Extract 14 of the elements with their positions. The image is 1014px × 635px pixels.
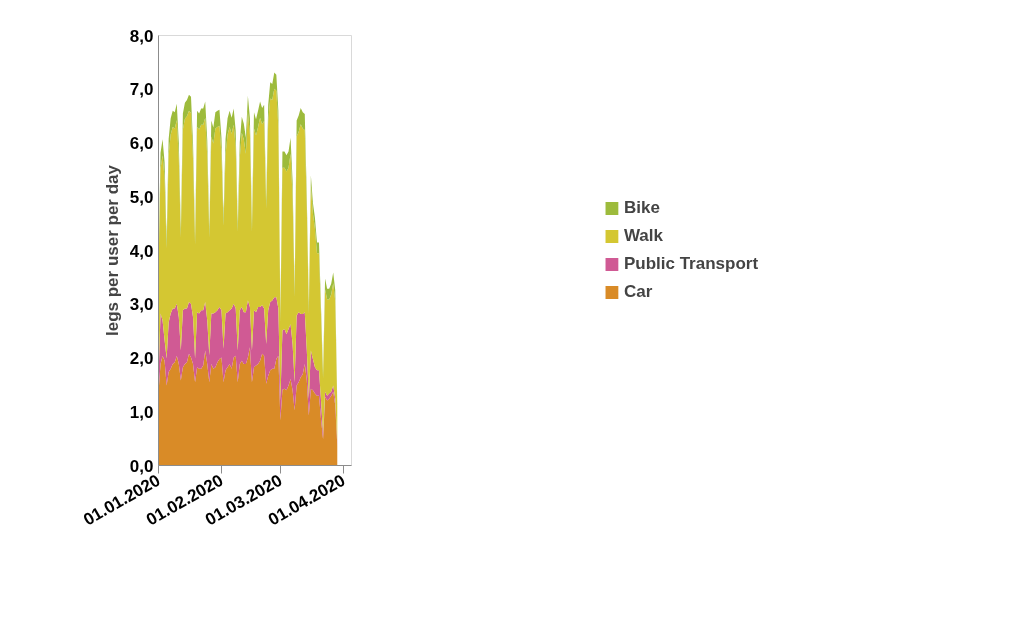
y-tick-label: 2,0	[129, 349, 154, 368]
y-tick-label: 0,0	[129, 456, 154, 476]
y-tick-label: 1,0	[129, 402, 154, 422]
legend-label: Bike	[623, 198, 660, 218]
y-axis-title: legs per user per day	[102, 164, 122, 337]
y-tick-label: 4,0	[129, 241, 154, 261]
y-tick-label: 5,0	[129, 187, 154, 207]
y-tick-label: 3,0	[129, 295, 154, 315]
legend-label: Walk	[623, 226, 663, 246]
legend-label: Car	[623, 282, 653, 302]
y-tick-label: 6,0	[129, 134, 154, 153]
legend-label: Public Transport	[623, 254, 759, 274]
y-tick-label: 7,0	[129, 80, 154, 100]
y-tick-label: 8,0	[129, 26, 154, 46]
